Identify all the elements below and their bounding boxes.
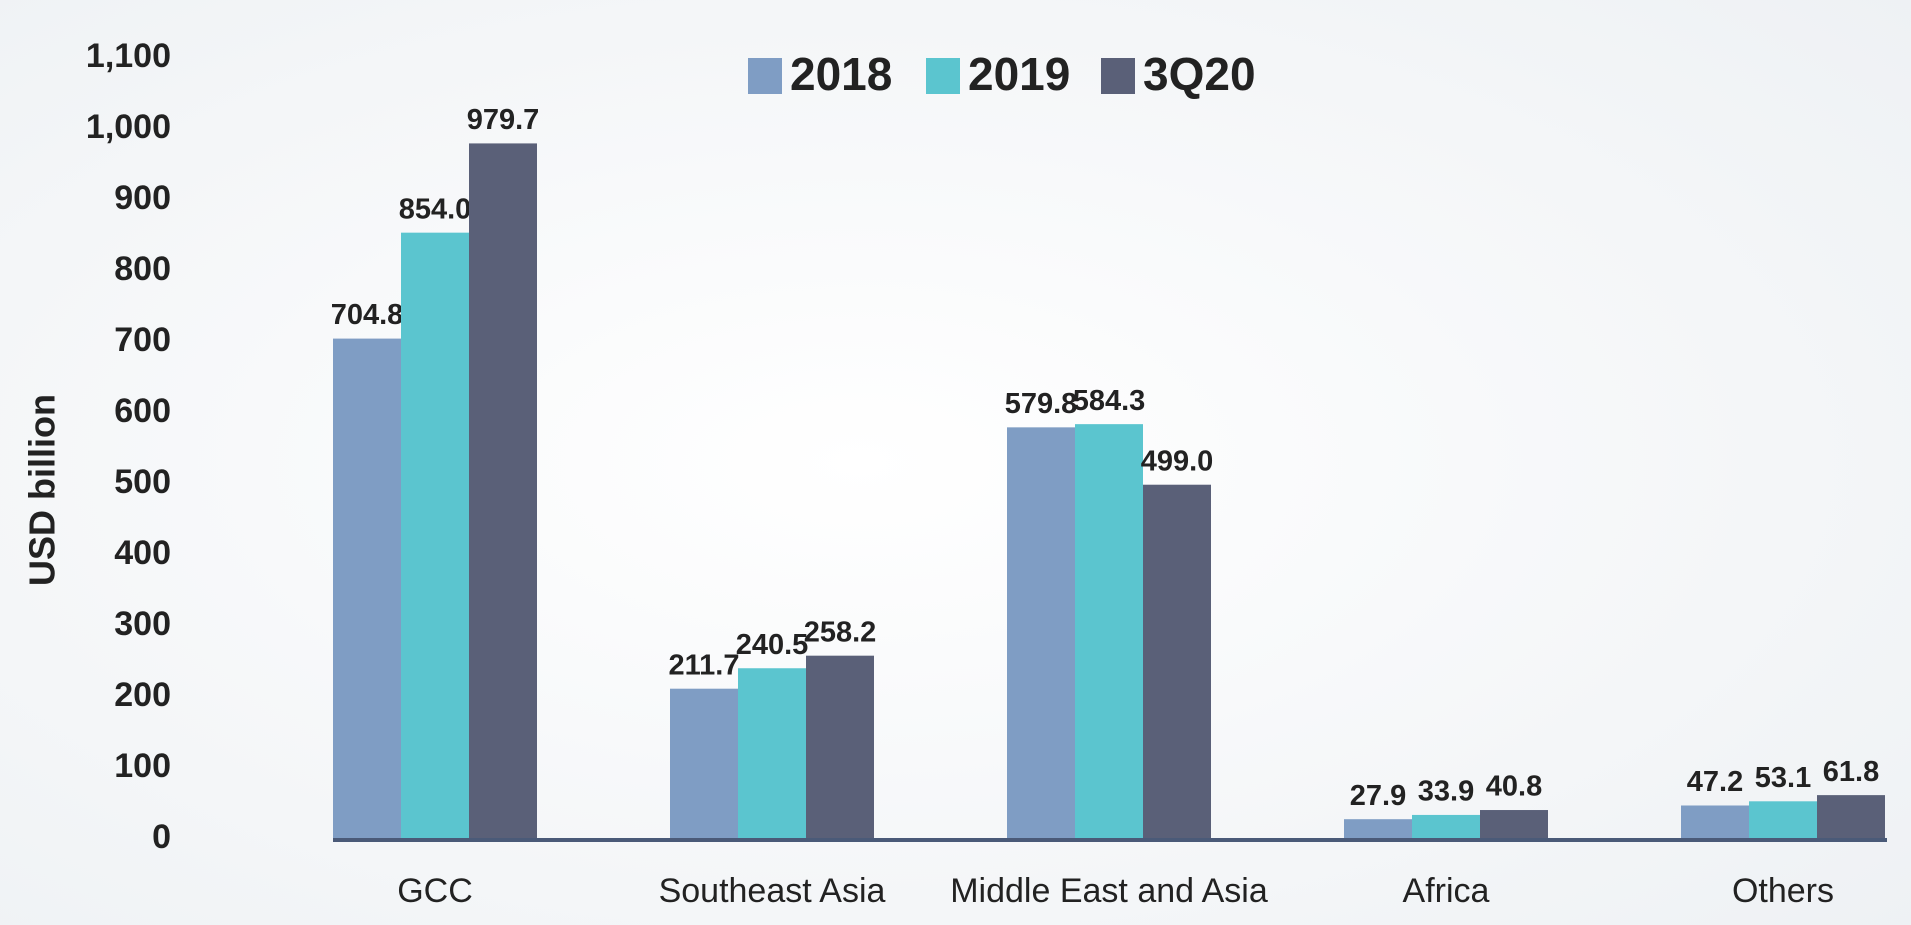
bar xyxy=(1143,484,1211,839)
bar xyxy=(1075,424,1143,839)
value-label: 499.0 xyxy=(1141,445,1214,477)
bar xyxy=(1480,810,1548,839)
y-tick-label: 400 xyxy=(114,534,171,572)
value-label: 47.2 xyxy=(1687,766,1743,798)
y-tick-label: 600 xyxy=(114,392,171,430)
bar xyxy=(333,338,401,839)
legend-swatch xyxy=(926,58,960,94)
x-tick-label: Southeast Asia xyxy=(659,872,886,910)
y-tick-label: 0 xyxy=(152,818,171,856)
legend-label: 2018 xyxy=(790,48,892,100)
bar xyxy=(1681,805,1749,839)
x-tick-label: Middle East and Asia xyxy=(950,872,1268,910)
bar xyxy=(738,668,806,839)
value-label: 61.8 xyxy=(1823,756,1879,788)
bar xyxy=(806,655,874,839)
y-tick-label: 300 xyxy=(114,605,171,643)
bar xyxy=(469,143,537,840)
value-label: 704.8 xyxy=(331,299,404,331)
value-label: 258.2 xyxy=(804,616,877,648)
y-tick-label: 500 xyxy=(114,463,171,501)
legend-label: 2019 xyxy=(968,48,1070,100)
bar xyxy=(1749,801,1817,839)
value-label: 579.8 xyxy=(1005,388,1078,420)
value-label: 854.0 xyxy=(399,193,472,225)
bar xyxy=(1344,819,1412,839)
legend-swatch xyxy=(1101,58,1135,94)
y-tick-label: 200 xyxy=(114,676,171,714)
x-tick-label: GCC xyxy=(397,872,473,910)
y-tick-label: 900 xyxy=(114,179,171,217)
y-tick-label: 100 xyxy=(114,747,171,785)
y-tick-label: 1,100 xyxy=(86,37,171,75)
value-label: 40.8 xyxy=(1486,771,1542,803)
legend-label: 3Q20 xyxy=(1143,48,1256,100)
bar xyxy=(401,232,469,839)
value-label: 27.9 xyxy=(1350,780,1406,812)
value-label: 53.1 xyxy=(1755,762,1811,794)
bar xyxy=(1817,795,1885,839)
legend-swatch xyxy=(748,58,782,94)
value-label: 584.3 xyxy=(1073,385,1146,417)
value-label: 979.7 xyxy=(467,104,540,136)
bar xyxy=(1412,814,1480,839)
y-tick-label: 800 xyxy=(114,250,171,288)
bar xyxy=(1007,427,1075,839)
bar xyxy=(670,688,738,839)
value-label: 33.9 xyxy=(1418,776,1474,808)
x-tick-label: Others xyxy=(1732,872,1834,910)
y-tick-label: 700 xyxy=(114,321,171,359)
x-tick-label: Africa xyxy=(1403,872,1490,910)
value-label: 211.7 xyxy=(669,649,740,681)
y-axis-label: USD billion xyxy=(22,394,63,586)
value-label: 240.5 xyxy=(736,629,809,661)
y-tick-label: 1,000 xyxy=(86,108,171,146)
